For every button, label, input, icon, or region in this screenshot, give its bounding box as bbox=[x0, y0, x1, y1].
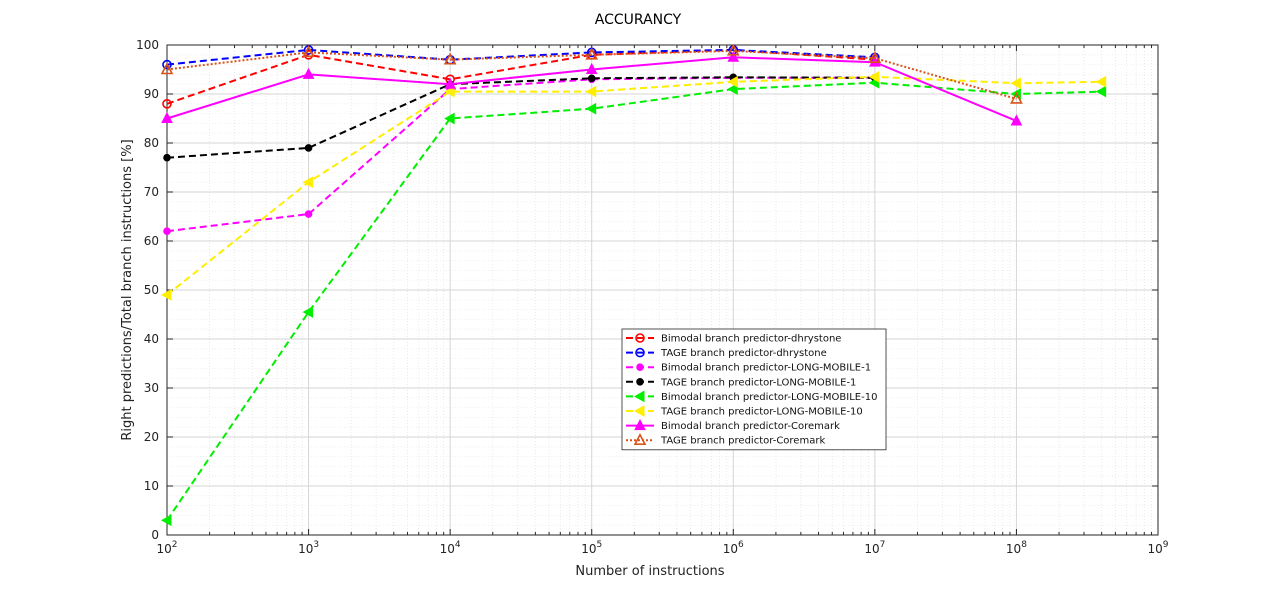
data-point bbox=[444, 85, 455, 98]
series-6 bbox=[160, 71, 1107, 301]
legend-item: TAGE branch predictor-LONG-MOBILE-1 bbox=[626, 377, 856, 388]
legend-marker bbox=[636, 363, 644, 372]
y-tick-label: 50 bbox=[144, 283, 159, 297]
y-tick-label: 60 bbox=[144, 234, 159, 248]
data-point bbox=[302, 176, 314, 189]
legend-label: Bimodal branch predictor-LONG-MOBILE-10 bbox=[661, 392, 877, 403]
data-point bbox=[585, 62, 598, 74]
legend-box bbox=[621, 328, 887, 451]
y-tick-label: 10 bbox=[144, 479, 159, 493]
legend-marker bbox=[633, 432, 647, 446]
legend-label: Bimodal branch predictor-dhrystone bbox=[661, 334, 841, 345]
legend-marker bbox=[633, 405, 645, 417]
x-tick-label: 102 bbox=[156, 540, 177, 556]
data-point bbox=[302, 67, 315, 79]
legend-label: TAGE branch predictor-Coremark bbox=[660, 436, 825, 447]
data-point bbox=[160, 289, 172, 301]
data-point bbox=[869, 55, 881, 67]
series-line bbox=[166, 75, 1102, 296]
series-line bbox=[166, 76, 875, 233]
x-tick-label: 107 bbox=[864, 540, 885, 556]
legend-item: TAGE branch predictor-LONG-MOBILE-10 bbox=[626, 405, 863, 418]
y-tick-label: 70 bbox=[144, 185, 159, 199]
series-line bbox=[166, 49, 1017, 100]
data-point bbox=[585, 47, 599, 60]
chart-title: ACCURANCY bbox=[595, 12, 682, 28]
series-line bbox=[166, 48, 875, 66]
data-point bbox=[163, 153, 171, 162]
series-line bbox=[166, 48, 875, 105]
legend-item: Bimodal branch predictor-LONG-MOBILE-10 bbox=[626, 390, 877, 403]
data-point bbox=[1010, 77, 1021, 90]
y-tick-label: 100 bbox=[136, 38, 159, 52]
legend-label: TAGE branch predictor-dhrystone bbox=[660, 348, 827, 359]
legend-marker bbox=[635, 333, 645, 343]
data-point bbox=[727, 83, 738, 95]
x-tick-label: 105 bbox=[581, 540, 602, 556]
data-point bbox=[162, 99, 172, 109]
data-point bbox=[302, 45, 315, 58]
data-point bbox=[160, 514, 172, 527]
legend-item: Bimodal branch predictor-dhrystone bbox=[626, 333, 841, 345]
legend-label: TAGE branch predictor-LONG-MOBILE-10 bbox=[660, 407, 863, 418]
legend: Bimodal branch predictor-dhrystone TAGE b… bbox=[621, 328, 887, 451]
grid bbox=[166, 44, 1159, 536]
data-point bbox=[587, 74, 596, 83]
legend-item: Bimodal branch predictor-LONG-MOBILE-1 bbox=[626, 363, 871, 374]
data-point bbox=[304, 210, 313, 218]
data-point bbox=[444, 77, 456, 89]
y-axis-title: Right predictions/Total branch instructi… bbox=[120, 139, 135, 440]
data-point bbox=[304, 144, 313, 152]
legend-marker bbox=[634, 419, 646, 431]
legend-label: Bimodal branch predictor-Coremark bbox=[661, 421, 840, 432]
data-point bbox=[161, 111, 173, 123]
x-tick-label: 108 bbox=[1006, 540, 1027, 556]
data-point bbox=[1010, 91, 1023, 104]
data-point bbox=[868, 51, 882, 64]
x-axis-title: Number of instructions bbox=[575, 564, 724, 579]
data-point bbox=[727, 75, 738, 88]
legend-item: TAGE branch predictor-Coremark bbox=[626, 432, 825, 447]
y-tick-label: 40 bbox=[144, 332, 159, 346]
legend-item: TAGE branch predictor-dhrystone bbox=[626, 347, 827, 359]
data-point bbox=[302, 306, 314, 318]
y-tick-label: 30 bbox=[144, 381, 159, 395]
data-point bbox=[444, 112, 455, 125]
data-point bbox=[585, 102, 597, 115]
legend-marker bbox=[636, 378, 644, 386]
data-point bbox=[443, 52, 457, 65]
y-tick-label: 0 bbox=[151, 528, 159, 542]
legend-item: Bimodal branch predictor-Coremark bbox=[626, 419, 840, 432]
series-line bbox=[166, 76, 875, 159]
x-tick-label: 106 bbox=[723, 540, 744, 556]
legend-marker bbox=[635, 347, 645, 358]
data-point bbox=[726, 43, 740, 56]
data-point bbox=[163, 227, 171, 235]
data-point bbox=[1010, 114, 1023, 126]
legend-marker bbox=[633, 390, 645, 403]
axes: 102 103 104 105 106 107 108 109 0 10 20 30 40 50 60 70 8… bbox=[136, 38, 1169, 556]
data-point bbox=[868, 71, 880, 83]
y-tick-label: 80 bbox=[144, 136, 159, 150]
data-point bbox=[1095, 75, 1107, 88]
x-tick-label: 104 bbox=[440, 540, 461, 556]
x-tick-label: 109 bbox=[1147, 540, 1168, 556]
x-tick-label: 103 bbox=[298, 540, 319, 556]
y-tick-label: 90 bbox=[144, 87, 159, 101]
series-8 bbox=[160, 43, 1023, 104]
data-point bbox=[727, 50, 740, 62]
legend-label: Bimodal branch predictor-LONG-MOBILE-1 bbox=[661, 363, 871, 374]
y-tick-label: 20 bbox=[144, 430, 159, 444]
series-layer bbox=[160, 43, 1107, 527]
data-point bbox=[160, 62, 174, 75]
legend-label: TAGE branch predictor-LONG-MOBILE-1 bbox=[660, 377, 856, 388]
data-point bbox=[1095, 85, 1107, 98]
data-point bbox=[585, 85, 597, 98]
